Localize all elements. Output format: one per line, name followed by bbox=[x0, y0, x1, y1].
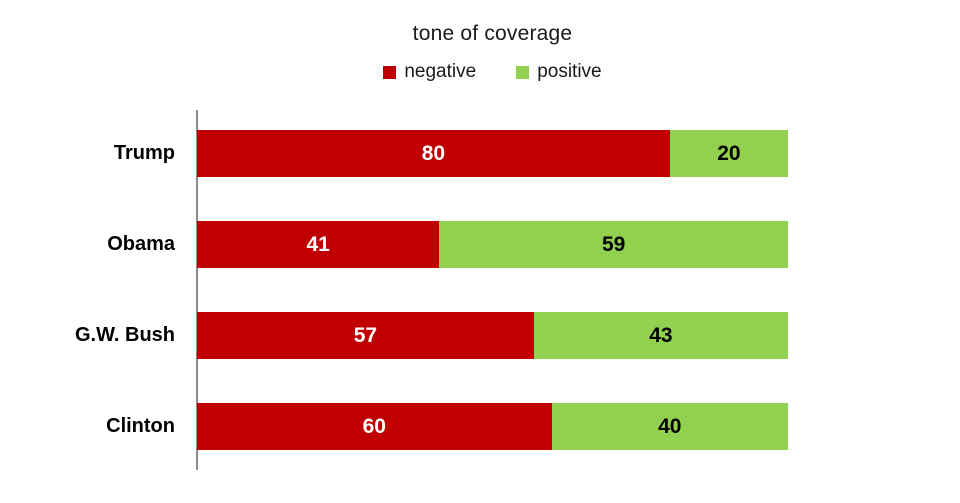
negative-swatch-icon bbox=[383, 65, 397, 79]
category-label: G.W. Bush bbox=[75, 324, 175, 346]
bar-track: 57 43 bbox=[197, 312, 788, 359]
positive-value-label: 43 bbox=[649, 323, 673, 347]
positive-bar-segment: 20 bbox=[669, 130, 788, 177]
negative-bar-segment: 57 bbox=[197, 312, 534, 359]
chart-row: Trump 80 20 bbox=[0, 130, 788, 177]
bar-rows-container: Trump 80 20 Obama 41 59 bbox=[0, 110, 788, 450]
bar-track: 80 20 bbox=[197, 130, 788, 177]
negative-value-label: 41 bbox=[306, 232, 330, 256]
y-axis-line bbox=[196, 110, 198, 470]
chart-row: Obama 41 59 bbox=[0, 221, 788, 268]
bar-track: 41 59 bbox=[197, 221, 788, 268]
chart-title: tone of coverage bbox=[412, 22, 573, 45]
negative-bar-segment: 41 bbox=[197, 221, 440, 268]
negative-value-label: 60 bbox=[362, 414, 386, 438]
positive-bar-segment: 59 bbox=[439, 221, 788, 268]
chart-row: Clinton 60 40 bbox=[0, 403, 788, 450]
category-label: Trump bbox=[113, 142, 175, 164]
legend-label-positive: positive bbox=[537, 61, 602, 82]
chart-row: G.W. Bush 57 43 bbox=[0, 312, 788, 359]
negative-value-label: 80 bbox=[421, 141, 446, 165]
negative-bar-segment: 60 bbox=[197, 403, 552, 450]
positive-bar-segment: 40 bbox=[551, 403, 788, 450]
positive-value-label: 59 bbox=[601, 232, 626, 256]
negative-value-label: 57 bbox=[353, 323, 378, 347]
category-label: Clinton bbox=[106, 415, 175, 437]
legend-label-negative: negative bbox=[404, 61, 477, 82]
chart-legend: negative positive bbox=[197, 61, 788, 83]
category-label: Obama bbox=[107, 233, 175, 255]
positive-value-label: 20 bbox=[717, 141, 741, 165]
bar-track: 60 40 bbox=[197, 403, 788, 450]
legend-item-negative: negative bbox=[383, 61, 476, 83]
positive-swatch-icon bbox=[516, 65, 530, 79]
legend-item-positive: positive bbox=[516, 61, 602, 83]
positive-value-label: 40 bbox=[658, 414, 682, 438]
positive-bar-segment: 43 bbox=[533, 312, 788, 359]
negative-bar-segment: 80 bbox=[197, 130, 670, 177]
